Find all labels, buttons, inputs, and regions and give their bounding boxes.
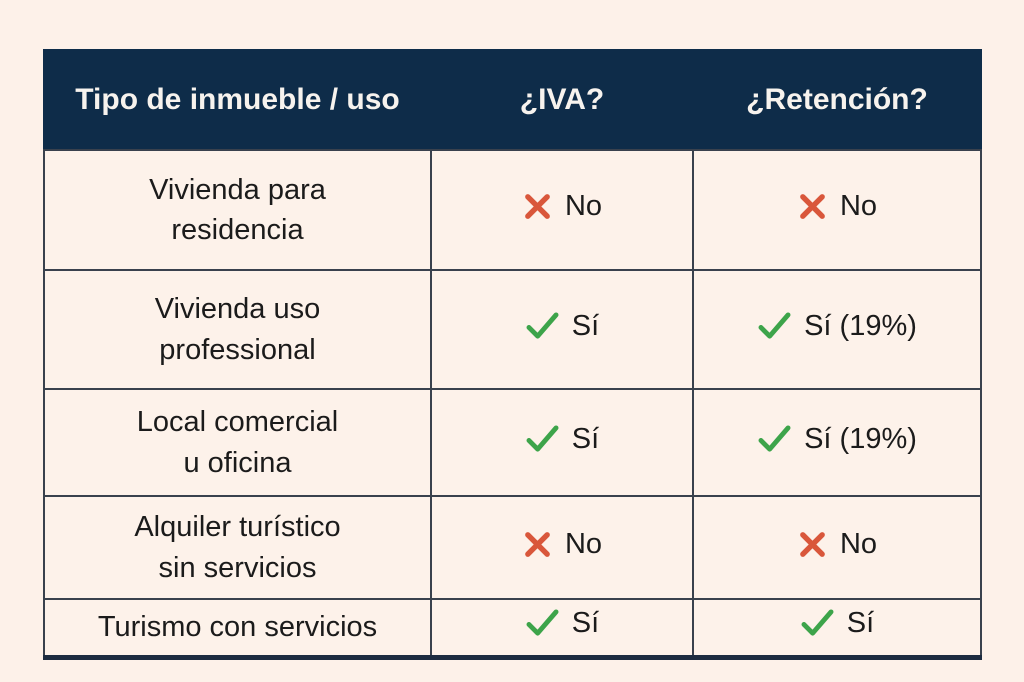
retencion-answer: Sí (19%) [757, 310, 917, 343]
tipo-cell: Turismo con servicios [43, 598, 432, 658]
cross-glyph [525, 194, 550, 219]
retencion-answer: Sí (19%) [757, 423, 917, 456]
check-glyph [526, 609, 559, 636]
check-icon [525, 424, 560, 455]
tipo-cell: Local comercial u oficina [43, 388, 432, 497]
tipo-cell: Vivienda para residencia [43, 149, 432, 271]
tipo-label: Local comercial u oficina [136, 406, 339, 479]
iva-cell: Sí [430, 598, 694, 658]
iva-retencion-table: Tipo de inmueble / uso ¿IVA? ¿Retención?… [43, 49, 982, 660]
tipo-cell: Alquiler turístico sin servicios [43, 495, 432, 600]
iva-answer: Sí [525, 310, 599, 343]
check-glyph [758, 424, 791, 452]
retencion-cell: Sí (19%) [692, 269, 982, 390]
header-iva: ¿IVA? [430, 49, 694, 151]
iva-cell: No [430, 149, 694, 271]
tipo-label: Vivienda para residencia [149, 173, 326, 246]
cross-glyph [525, 531, 550, 557]
check-glyph [526, 311, 559, 339]
tipo-cell: Vivienda uso professional [43, 269, 432, 390]
check-icon [525, 608, 560, 639]
iva-answer: No [522, 528, 602, 561]
retencion-answer-label: Sí (19%) [804, 422, 917, 455]
iva-cell: No [430, 495, 694, 600]
iva-answer-label: Sí [571, 607, 600, 640]
iva-answer: No [522, 190, 602, 223]
table-header-row: Tipo de inmueble / uso ¿IVA? ¿Retención? [43, 49, 982, 151]
retencion-answer-label: No [839, 190, 878, 222]
check-icon [525, 311, 560, 342]
retencion-cell: No [692, 495, 982, 600]
iva-answer: Sí [525, 423, 599, 456]
iva-answer-label: Sí [571, 309, 600, 342]
cross-icon [797, 191, 828, 222]
cross-icon [522, 529, 553, 560]
retencion-answer: No [797, 190, 877, 223]
check-icon [757, 424, 792, 455]
iva-answer: Sí [525, 607, 599, 640]
retencion-cell: Sí [692, 598, 982, 658]
cross-icon [522, 191, 553, 222]
retencion-answer-label: No [839, 527, 878, 560]
iva-answer-label: Sí [571, 422, 600, 455]
retencion-answer-label: Sí (19%) [804, 309, 917, 342]
check-glyph [758, 311, 791, 339]
header-retencion: ¿Retención? [692, 49, 982, 151]
tipo-label: Turismo con servicios [97, 611, 378, 644]
retencion-answer: No [797, 528, 877, 561]
check-glyph [801, 609, 834, 636]
iva-cell: Sí [430, 269, 694, 390]
tipo-label: Vivienda uso professional [154, 293, 321, 366]
retencion-answer-label: Sí [846, 607, 875, 640]
retencion-answer: Sí [800, 607, 874, 640]
table-row: Alquiler turístico sin servicios No [43, 495, 982, 600]
iva-answer-label: No [564, 190, 603, 222]
retencion-cell: No [692, 149, 982, 271]
header-tipo: Tipo de inmueble / uso [43, 49, 432, 151]
iva-cell: Sí [430, 388, 694, 497]
table-row: Vivienda para residencia No N [43, 149, 982, 271]
cross-icon [797, 529, 828, 560]
cross-glyph [800, 531, 825, 557]
table-row: Local comercial u oficina Sí [43, 388, 982, 497]
table-row: Vivienda uso professional Sí [43, 269, 982, 390]
check-icon [800, 608, 835, 639]
check-icon [757, 311, 792, 342]
iva-answer-label: No [564, 527, 603, 560]
cross-glyph [800, 194, 825, 219]
table-row: Turismo con servicios Sí Sí [43, 598, 982, 658]
retencion-cell: Sí (19%) [692, 388, 982, 497]
check-glyph [526, 424, 559, 452]
tipo-label: Alquiler turístico sin servicios [134, 511, 341, 584]
